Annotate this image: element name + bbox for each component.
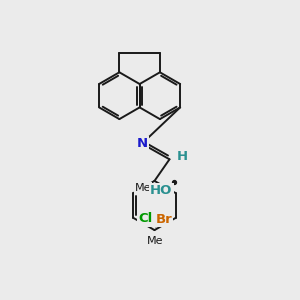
Text: Me: Me — [134, 183, 151, 193]
Text: Me: Me — [147, 236, 163, 247]
Text: Cl: Cl — [138, 212, 152, 226]
Text: Br: Br — [155, 212, 172, 226]
Text: N: N — [136, 137, 148, 150]
Text: H: H — [176, 150, 188, 163]
Text: HO: HO — [150, 184, 172, 197]
